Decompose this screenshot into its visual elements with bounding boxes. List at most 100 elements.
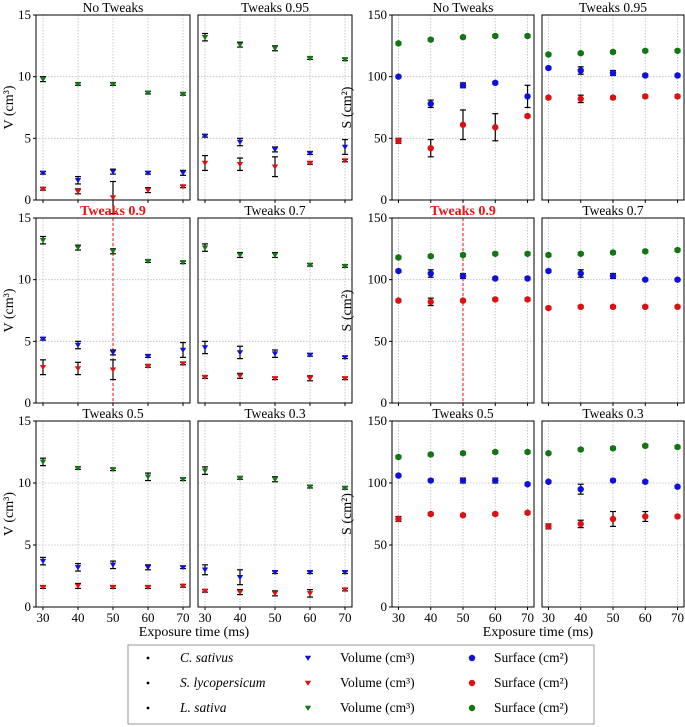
x-axis-label: Exposure time (ms) — [483, 625, 594, 640]
data-point — [492, 32, 499, 40]
x-tick-label: 30 — [199, 610, 212, 625]
data-point — [427, 100, 434, 108]
y-tick-label: 15 — [18, 413, 31, 428]
data-point — [642, 72, 649, 79]
data-point — [341, 57, 349, 63]
legend-marker-volume — [304, 705, 312, 711]
data-point — [459, 121, 467, 128]
legend-surface-label: Surface (cm²) — [494, 675, 568, 690]
data-point — [271, 351, 279, 357]
panel-surface-tweaks-0-3: 30 40 50 60 70 Tweaks 0.3 — [541, 406, 685, 625]
data-point — [271, 147, 279, 153]
y-axis-label-volume: V (cm³) — [2, 492, 17, 536]
data-point — [236, 373, 244, 379]
data-point — [201, 345, 209, 351]
series-l-sativa — [545, 246, 681, 259]
data-point — [577, 446, 584, 453]
data-point — [524, 250, 531, 257]
series-c-sativus — [201, 340, 349, 361]
legend-row-c-sativus: C. sativus Volume (cm³) Surface (cm²) — [146, 650, 568, 665]
data-point — [545, 94, 552, 101]
legend-marker-volume — [304, 680, 312, 686]
data-point — [577, 95, 584, 103]
y-tick-label: 5 — [25, 537, 32, 552]
y-axis-label-volume: V (cm³) — [2, 288, 17, 332]
data-point — [459, 477, 467, 484]
panel-title: Tweaks 0.3 — [582, 406, 644, 421]
series-l-sativa — [39, 235, 187, 266]
data-point — [609, 272, 617, 280]
series-s-lycopersicum — [545, 510, 681, 530]
panel-title: No Tweaks — [83, 0, 144, 15]
x-axis-label: Exposure time (ms) — [139, 625, 250, 640]
data-point — [201, 374, 209, 380]
y-tick-label: 100 — [368, 69, 388, 84]
data-point — [109, 562, 117, 568]
series-l-sativa — [545, 47, 681, 58]
data-point — [395, 73, 402, 80]
data-point — [144, 353, 152, 360]
data-point — [306, 262, 314, 268]
y-axis-label-surface: S (cm²) — [340, 86, 355, 128]
panel-volume-tweaks-0-95: Tweaks 0.95 — [197, 0, 353, 203]
series-l-sativa — [39, 76, 187, 97]
y-tick-label: 15 — [18, 7, 31, 22]
series-s-lycopersicum — [39, 359, 187, 381]
data-point — [642, 276, 649, 283]
data-point — [492, 275, 499, 282]
data-point — [341, 144, 349, 150]
data-point — [577, 303, 584, 310]
y-tick-label: 150 — [368, 413, 388, 428]
y-axis-label-volume: V (cm³) — [2, 85, 17, 129]
data-point — [109, 195, 117, 201]
panel-title: Tweaks 0.7 — [582, 203, 644, 218]
data-point — [201, 133, 209, 139]
legend-marker-species — [146, 706, 150, 710]
data-point — [306, 591, 314, 597]
series-l-sativa — [201, 32, 349, 63]
data-point — [341, 570, 349, 576]
panel-volume-tweaks-0-7: Tweaks 0.7 — [197, 203, 353, 406]
panel-volume-tweaks-0-5: 0 5 10 15 30 40 50 60 70 Tweaks 0.5 — [18, 406, 191, 625]
data-point — [179, 260, 187, 266]
data-point — [74, 81, 82, 87]
data-point — [492, 124, 499, 131]
series-c-sativus — [39, 336, 187, 360]
data-point — [674, 47, 681, 54]
data-point — [609, 303, 617, 310]
data-point — [39, 364, 47, 371]
series-s-lycopersicum — [395, 509, 531, 523]
data-point — [577, 520, 584, 528]
data-point — [236, 350, 244, 356]
data-point — [341, 263, 349, 269]
data-point — [74, 178, 82, 184]
y-tick-label: 10 — [18, 272, 31, 287]
panel-surface-tweaks-0-7: Tweaks 0.7 — [541, 203, 685, 406]
x-tick-label: 40 — [574, 610, 587, 625]
series-s-lycopersicum — [201, 587, 349, 598]
data-point — [609, 94, 617, 101]
data-point — [459, 512, 467, 519]
data-point — [609, 249, 617, 256]
x-tick-label: 70 — [671, 610, 684, 625]
data-point — [236, 252, 244, 258]
data-point — [271, 164, 279, 170]
legend-marker-volume — [304, 655, 312, 661]
data-point — [306, 570, 314, 576]
data-point — [674, 246, 681, 254]
series-s-lycopersicum — [39, 180, 187, 215]
data-point — [427, 253, 434, 260]
data-point — [271, 570, 279, 576]
panel-title: Tweaks 0.95 — [579, 0, 647, 15]
y-tick-label: 10 — [18, 69, 31, 84]
x-tick-label: 70 — [339, 610, 352, 625]
series-c-sativus — [395, 267, 531, 282]
data-point — [74, 366, 82, 372]
data-point — [492, 250, 499, 257]
data-point — [201, 160, 209, 166]
data-point — [306, 150, 314, 157]
data-point — [271, 477, 279, 483]
data-point — [74, 565, 82, 571]
panel-volume-tweaks-0-3: 30 40 50 60 70 Tweaks 0.3 — [197, 406, 353, 625]
legend-marker-species — [146, 681, 150, 685]
